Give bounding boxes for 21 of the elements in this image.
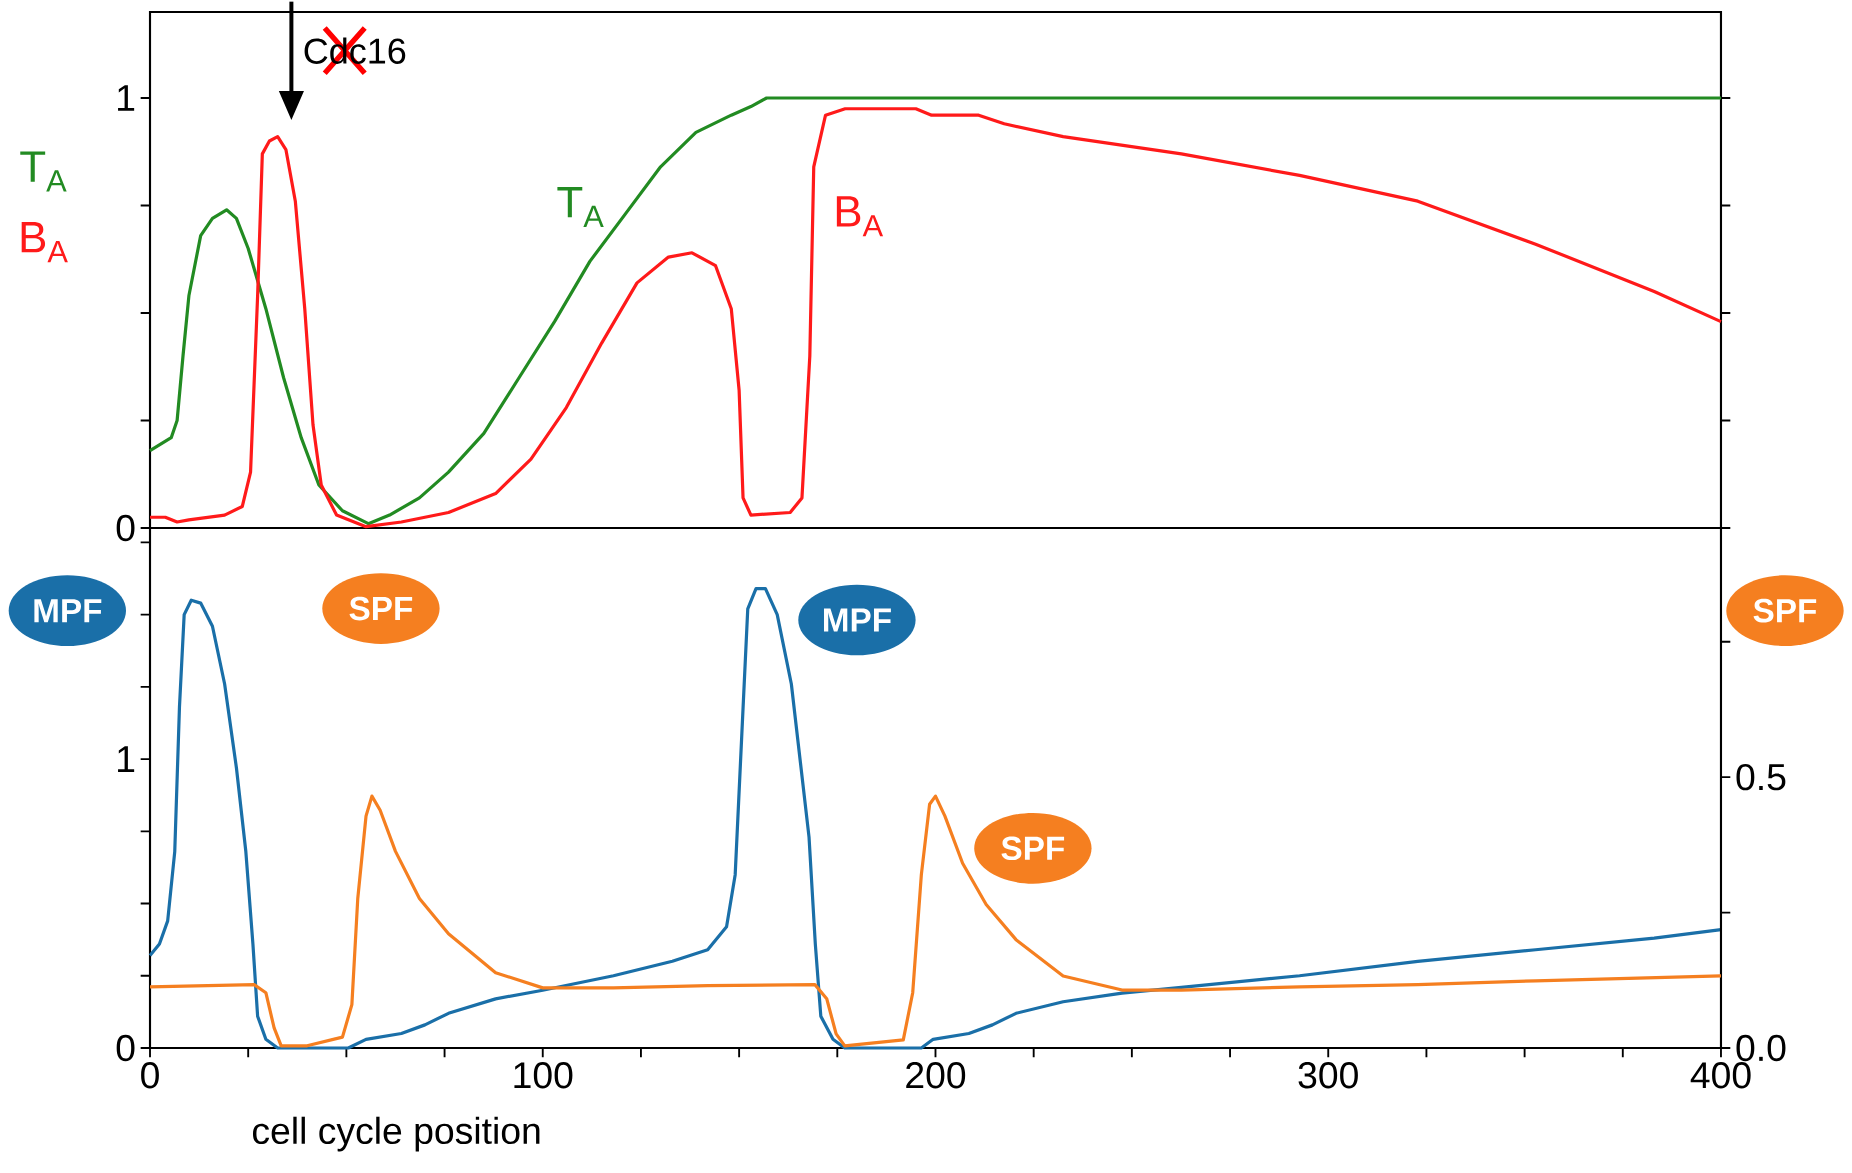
text: B$_{A}$ xyxy=(21,222,68,263)
y-tick-label: 1 xyxy=(118,85,135,111)
series-label: T$_{A}$ xyxy=(557,187,604,228)
series-label: B$_{A}$ xyxy=(836,196,884,237)
x-axis-title: cell cycle position xyxy=(252,1116,540,1152)
y2-tick-label: 0.5 xyxy=(1736,763,1786,791)
text: T$_{A}$ xyxy=(20,151,67,192)
x-tick-label: 0 xyxy=(141,1062,159,1089)
y-tick-label: 1 xyxy=(118,746,135,772)
x-tick-label: 300 xyxy=(1298,1062,1358,1089)
y-tick-label: 0 xyxy=(116,514,135,542)
series-label: SPF xyxy=(1001,836,1065,861)
text: SPF xyxy=(1753,598,1817,623)
x-tick-label: 200 xyxy=(906,1062,966,1089)
x-tick-label: 100 xyxy=(514,1062,573,1089)
text: SPF xyxy=(349,596,413,621)
series-label: MPF xyxy=(824,608,891,632)
text: MPF xyxy=(34,599,102,623)
x-tick-label: 400 xyxy=(1690,1062,1751,1089)
y2-tick-label: 0.0 xyxy=(1736,1034,1786,1062)
y-tick-label: 0 xyxy=(116,1034,135,1062)
